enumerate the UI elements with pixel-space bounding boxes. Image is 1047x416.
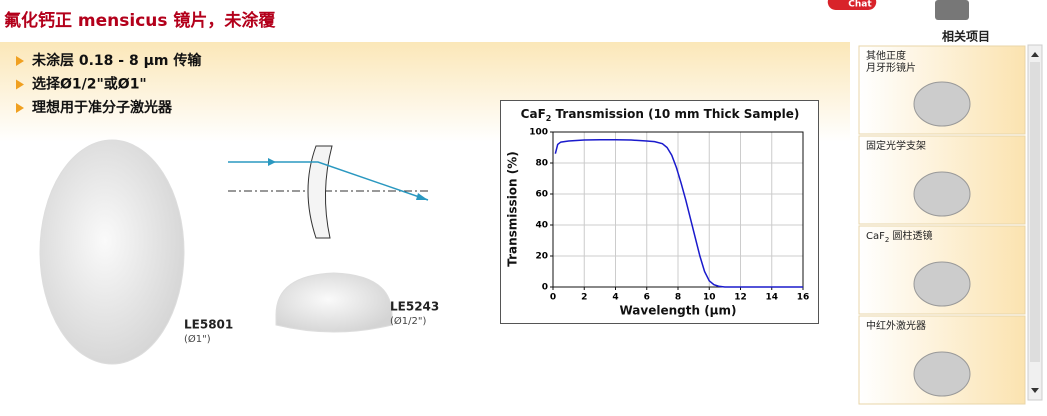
data-line xyxy=(554,139,803,288)
text-part: Transmission (10 mm Thick Sample) xyxy=(551,107,799,121)
lens-le5801 xyxy=(39,139,185,365)
related-label[interactable]: CaF2 圆柱透镜 xyxy=(866,229,933,244)
x-tick-label: 0 xyxy=(550,293,556,303)
text-part: 圆柱透镜 xyxy=(889,229,932,242)
lens-le5243 xyxy=(275,272,393,333)
related-image[interactable] xyxy=(913,261,971,307)
chart-frame xyxy=(500,100,819,324)
bullet-text: 选择Ø1/2"或Ø1" xyxy=(32,76,147,93)
x-tick-label: 2 xyxy=(581,293,587,303)
text-part: CaF xyxy=(521,107,546,121)
part-size: (Ø1") xyxy=(184,333,211,345)
y-tick-label: 100 xyxy=(529,128,548,138)
bullet-marker xyxy=(16,79,24,90)
meniscus-diagram xyxy=(307,145,333,239)
x-tick-label: 12 xyxy=(734,293,747,303)
x-tick-label: 4 xyxy=(612,293,618,303)
related-image[interactable] xyxy=(913,171,971,217)
y-tick-label: 0 xyxy=(542,283,548,293)
part-number: LE5801 xyxy=(184,318,233,332)
text-part: CaF xyxy=(866,231,885,242)
y-axis-label: Transmission (%) xyxy=(506,151,520,267)
related-label[interactable]: 其他正度月牙形镜片 xyxy=(866,49,916,74)
ray xyxy=(228,161,429,201)
bullet-text: 理想用于准分子激光器 xyxy=(32,99,173,116)
print-icon[interactable] xyxy=(935,0,969,20)
x-tick-label: 6 xyxy=(644,293,650,303)
y-tick-label: 40 xyxy=(535,221,548,231)
chat-badge[interactable] xyxy=(827,0,877,11)
part-size: (Ø1/2") xyxy=(390,315,426,327)
bullet-marker xyxy=(16,103,24,113)
y-tick-label: 60 xyxy=(535,190,548,200)
y-tick-label: 80 xyxy=(535,159,548,169)
chart-title: CaF2 Transmission (10 mm Thick Sample) xyxy=(521,107,800,124)
related-label[interactable]: 固定光学支架 xyxy=(866,139,926,152)
label-line: 中红外激光器 xyxy=(866,319,926,332)
y-tick-label: 20 xyxy=(535,252,548,262)
chat-label[interactable]: Chat xyxy=(848,0,872,10)
scroll-down[interactable] xyxy=(1031,388,1039,393)
x-tick-label: 10 xyxy=(703,293,716,303)
ray-arrow xyxy=(268,158,276,166)
label-line: 月牙形镜片 xyxy=(866,61,916,74)
related-image[interactable] xyxy=(913,351,971,397)
ray-arrow xyxy=(416,193,428,200)
part-number: LE5243 xyxy=(390,300,439,314)
x-tick-label: 8 xyxy=(675,293,681,303)
bullet-marker xyxy=(16,56,24,66)
x-tick-label: 16 xyxy=(797,293,810,303)
subscript: 2 xyxy=(546,114,552,123)
related-image[interactable] xyxy=(913,81,971,127)
label-line: 其他正度 xyxy=(866,49,906,62)
related-label[interactable]: 中红外激光器 xyxy=(866,319,926,332)
label-line: 固定光学支架 xyxy=(866,139,926,152)
related-title: 相关项目 xyxy=(942,29,990,44)
subscript: 2 xyxy=(885,236,889,244)
scroll-up[interactable] xyxy=(1031,52,1039,57)
x-tick-label: 14 xyxy=(765,293,778,303)
x-axis-label: Wavelength (µm) xyxy=(619,304,736,318)
bullet-text: 未涂层 0.18 - 8 µm 传输 xyxy=(32,52,202,69)
scroll-thumb[interactable] xyxy=(1030,62,1040,362)
plot-frame xyxy=(552,131,804,288)
page-title: 氟化钙正 mensicus 镜片，未涂覆 xyxy=(4,10,276,31)
